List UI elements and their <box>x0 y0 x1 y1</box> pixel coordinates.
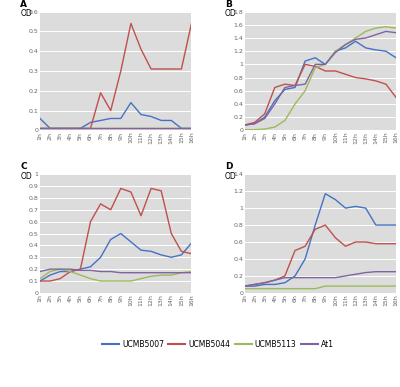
Legend: UCMB5007, UCMB5044, UCMB5113, At1: UCMB5007, UCMB5044, UCMB5113, At1 <box>102 340 334 349</box>
Text: D: D <box>225 162 232 171</box>
Text: C: C <box>20 162 27 171</box>
Text: OD: OD <box>20 9 32 18</box>
Text: OD: OD <box>20 172 32 181</box>
Text: OD: OD <box>225 172 236 181</box>
Text: OD: OD <box>225 9 236 18</box>
Text: B: B <box>225 0 232 9</box>
Text: A: A <box>20 0 27 9</box>
